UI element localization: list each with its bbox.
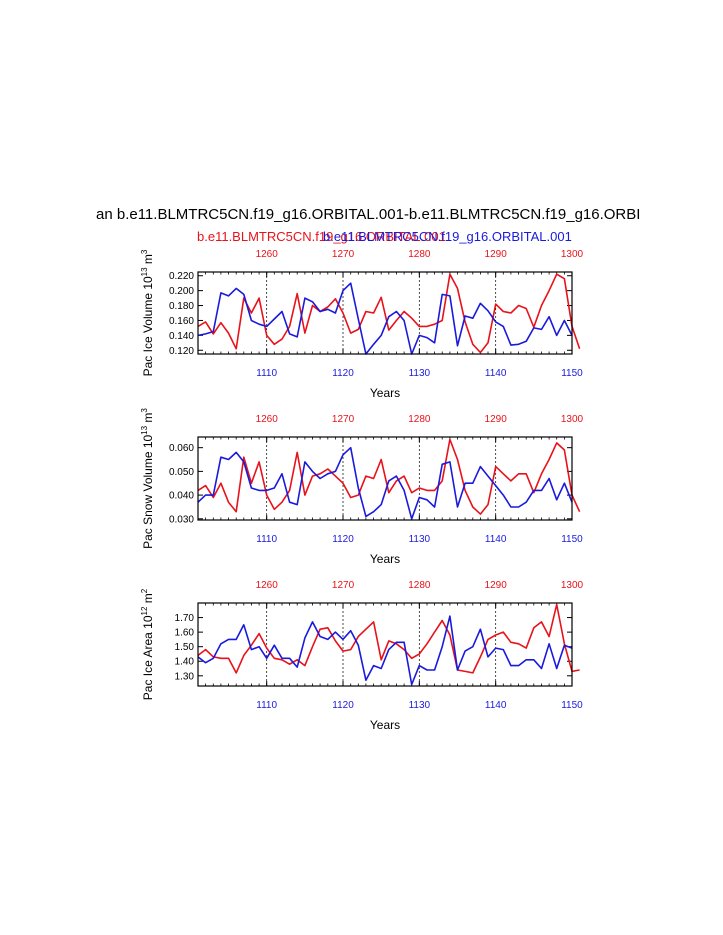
y-axis-title: Pac Ice Volume 1013 m3 <box>140 249 155 376</box>
x-tick-label-top: 1280 <box>408 249 431 260</box>
y-axis-title-part: m <box>141 593 155 606</box>
y-axis-title-exponent: 2 <box>140 588 149 593</box>
y-tick-label: 0.030 <box>169 514 194 525</box>
x-tick-label-bottom: 1110 <box>256 368 277 379</box>
x-tick-label-bottom: 1140 <box>485 534 507 545</box>
series-line-red <box>197 438 581 515</box>
y-axis-title: Pac Snow Volume 1013 m3 <box>140 408 155 549</box>
main-title: an b.e11.BLMTRC5CN.f19_g16.ORBITAL.001-b… <box>96 206 640 223</box>
y-axis-title-part: Pac Ice Area 10 <box>141 615 155 700</box>
x-tick-label-top: 1280 <box>408 414 431 425</box>
x-tick-label-top: 1260 <box>256 414 279 425</box>
x-axis-title: Years <box>370 718 400 732</box>
x-tick-label-top: 1260 <box>256 580 279 591</box>
chart-panel: 1110 1120 1130 1140 1150 1260 1270 1280 1290 1300… <box>140 580 584 732</box>
x-tick-label-bottom: 1120 <box>332 368 354 379</box>
y-tick-label: 0.060 <box>169 443 194 454</box>
x-tick-label-top: 1270 <box>332 249 355 260</box>
y-axis-title-exponent: 3 <box>140 408 149 413</box>
x-tick-label-bottom: 1110 <box>256 700 277 711</box>
subtitle-blue: b.e11.BLMTRC5CN.f19_g16.ORBITAL.001 <box>323 229 572 244</box>
x-tick-label-bottom: 1150 <box>561 700 583 711</box>
series-line-blue <box>197 282 573 355</box>
plot-frame <box>197 436 573 521</box>
x-tick-label-top: 1290 <box>485 580 508 591</box>
y-tick-label: 1.60 <box>175 628 195 639</box>
x-tick-label-top: 1260 <box>256 249 279 260</box>
series-line-red <box>197 603 580 674</box>
x-tick-label-top: 1300 <box>561 414 584 425</box>
x-tick-label-bottom: 1130 <box>409 368 431 379</box>
y-tick-label: 0.140 <box>169 331 194 342</box>
x-tick-label-top: 1280 <box>408 580 431 591</box>
y-tick-label: 0.050 <box>169 467 194 478</box>
plot-frame <box>197 271 573 355</box>
x-tick-label-bottom: 1120 <box>332 534 354 545</box>
x-axis-title: Years <box>370 386 400 400</box>
y-tick-label: 1.70 <box>175 613 195 624</box>
x-tick-label-bottom: 1130 <box>409 534 431 545</box>
series-line-blue <box>197 446 573 520</box>
y-axis-title-part: m <box>141 254 155 267</box>
plot-frame <box>197 602 573 687</box>
y-tick-label: 1.40 <box>175 657 195 668</box>
y-tick-label: 0.220 <box>169 271 194 282</box>
y-tick-label: 0.200 <box>169 286 194 297</box>
y-axis-title: Pac Ice Area 1012 m2 <box>140 588 155 700</box>
x-tick-label-bottom: 1140 <box>485 368 507 379</box>
y-axis-title-part: m <box>141 413 155 426</box>
x-tick-label-bottom: 1140 <box>485 700 507 711</box>
x-tick-label-top: 1290 <box>485 249 508 260</box>
x-axis-title: Years <box>370 552 400 566</box>
y-axis-title-exponent: 12 <box>140 606 149 615</box>
series-line-blue <box>197 615 573 686</box>
y-tick-label: 0.120 <box>169 346 194 357</box>
x-tick-label-top: 1300 <box>561 249 584 260</box>
panels: b.e11.BLMTRC5CN.f19_g16.ORBITAL.001b.e11… <box>140 229 584 732</box>
y-axis-title-exponent: 3 <box>140 249 149 254</box>
x-tick-label-top: 1290 <box>485 414 508 425</box>
x-tick-label-top: 1300 <box>561 580 584 591</box>
x-tick-label-bottom: 1150 <box>561 534 583 545</box>
y-tick-label: 0.040 <box>169 491 194 502</box>
subtitle-red: b.e11.BLMTRC5CN.f19_g16.ORBITAL.001 <box>197 229 446 244</box>
y-tick-label: 1.50 <box>175 642 195 653</box>
y-axis-title-part: Pac Snow Volume 10 <box>141 434 155 548</box>
chart-panel: b.e11.BLMTRC5CN.f19_g16.ORBITAL.001b.e11… <box>140 229 584 400</box>
chart-panel: 1110 1120 1130 1140 1150 1260 1270 1280 1290 1300… <box>140 408 584 566</box>
y-axis-title-exponent: 13 <box>140 267 149 276</box>
x-tick-label-bottom: 1120 <box>332 700 354 711</box>
x-tick-label-top: 1270 <box>332 580 355 591</box>
x-tick-label-bottom: 1130 <box>409 700 431 711</box>
y-axis-title-part: Pac Ice Volume 10 <box>141 276 155 376</box>
y-tick-label: 0.180 <box>169 301 194 312</box>
y-axis-title-exponent: 13 <box>140 425 149 434</box>
x-tick-label-top: 1270 <box>332 414 355 425</box>
x-tick-label-bottom: 1110 <box>256 534 277 545</box>
series-line-red <box>197 273 581 354</box>
y-tick-label: 1.30 <box>175 671 195 682</box>
y-tick-label: 0.160 <box>169 316 194 327</box>
x-tick-label-bottom: 1150 <box>561 368 583 379</box>
